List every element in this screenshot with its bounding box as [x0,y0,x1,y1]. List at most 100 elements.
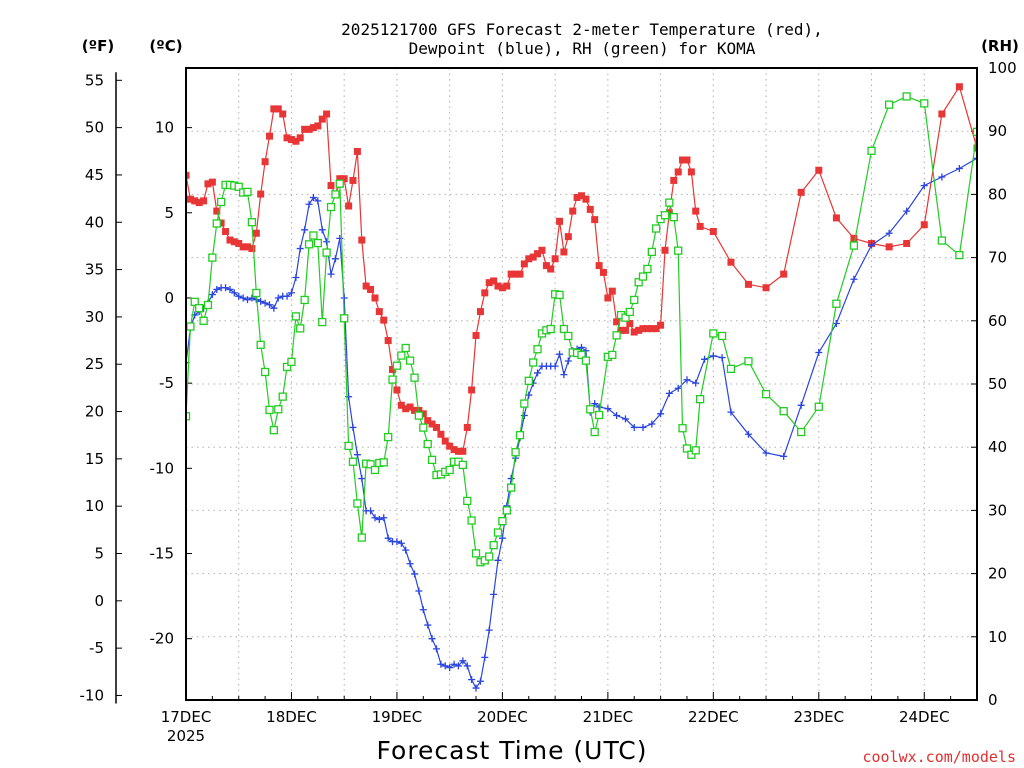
dewpoint-point [432,645,440,653]
temperature-point [608,287,616,295]
rh-point [190,297,199,306]
rh-point [669,213,678,222]
celsius-axis: 10 5 0 -5 -10 -15 -20 [150,119,192,648]
dewpoint-point [973,154,977,162]
rh-point [814,402,823,411]
dewpoint-point [991,158,998,165]
fahrenheit-tick-label: 45 [85,166,104,184]
dewpoint-point [380,514,388,522]
dewpoint-point [235,292,243,300]
rh-point [445,465,454,475]
temperature-point [261,158,269,166]
temperature-point [432,423,440,431]
rh-point [520,399,529,408]
temperature-point [226,236,234,244]
temperature-point [648,325,656,333]
rh-point [682,444,692,453]
dewpoint-point [437,660,445,668]
fahrenheit-tick-label: 20 [85,403,104,421]
rh-point [256,340,265,349]
celsius-tick-label: 0 [164,289,174,307]
dewpoint-point [367,507,375,515]
temperature-point [534,250,542,258]
temperature-point [687,168,695,176]
dewpoint-point [371,514,379,522]
rh-point [419,423,428,432]
rh-tick-label: 40 [988,438,1007,456]
dewpoint-point [494,556,502,564]
dewpoint-point [850,275,858,283]
rh-point [318,317,327,327]
temperature-point [389,366,397,374]
rh-point [212,219,221,228]
grid [186,68,977,700]
series-temperature [186,83,977,455]
rh-point [678,424,687,433]
temperature-point [340,175,348,183]
dewpoint-point [709,352,717,360]
rh-point [296,324,305,333]
temperature-point [314,122,322,130]
temperature-point [582,195,590,203]
dewpoint-point [283,292,291,300]
temperature-point [542,262,550,270]
rh-point [581,356,591,365]
temperature-point [626,320,634,328]
temperature-point [257,190,265,198]
rh-point [507,483,516,492]
rh-tick-label: 90 [988,122,1007,140]
temperature-point [507,270,515,278]
rh-point [1009,89,1016,96]
rh-point [322,248,331,257]
x-tick-label: 22DEC [688,708,739,726]
temperature-point [661,246,669,254]
dewpoint-point [472,684,480,692]
rh-point [498,516,507,526]
temperature-point [472,331,480,339]
temperature-point [318,115,326,123]
rh-point [234,182,243,191]
temperature-point [305,125,313,133]
temperature-point [547,265,555,273]
rh-tick-label: 100 [988,59,1017,77]
temperature-point [384,337,392,345]
series-dewpoint [186,154,998,692]
temperature-point [243,243,251,251]
temperature-point [815,166,823,174]
celsius-tick-label: 5 [164,204,174,222]
fahrenheit-tick-label: 35 [85,261,104,279]
rh-point [243,187,252,197]
dewpoint-point [375,515,383,523]
dewpoint-point [331,255,339,263]
dewpoint-point [459,657,467,665]
rh-point [502,506,511,515]
temperature-point [217,219,225,227]
temperature-point [683,156,691,164]
dewpoint-point [604,405,612,413]
temperature-point [186,171,190,179]
dewpoint-point [955,165,963,173]
temperature-point [674,168,682,176]
dewpoint-point [345,393,353,401]
series-layer [186,83,1016,692]
rh-point [884,100,894,109]
rh-point [709,329,718,338]
dewpoint-point [903,207,911,215]
rh-point [660,211,670,220]
fahrenheit-tick-label: 50 [85,119,104,137]
temperature-point [428,420,436,428]
fahrenheit-tick-label: -10 [80,686,105,704]
temperature-point [309,124,317,132]
rh-point [458,460,468,470]
temperature-point [336,175,344,183]
rh-tick-label: 70 [988,249,1007,267]
rh-point [353,499,362,508]
dewpoint-point [780,452,788,460]
source-credit: coolwx.com/models [862,748,1016,766]
temperature-point [903,239,911,247]
temperature-point [252,229,260,237]
rh-point [621,313,630,322]
celsius-tick-label: -5 [159,374,174,392]
dewpoint-point [591,400,599,408]
rh-point [612,331,621,340]
